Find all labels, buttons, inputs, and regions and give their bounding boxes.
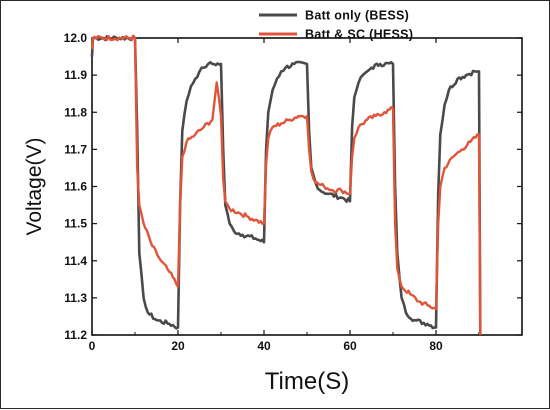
x-tick-label: 0 — [89, 339, 96, 353]
y-tick-label: 11.7 — [64, 142, 87, 156]
legend-label-hess: Batt & SC (HESS) — [305, 28, 413, 42]
x-tick-label: 20 — [171, 339, 185, 353]
y-tick-label: 11.4 — [64, 254, 87, 268]
x-tick-label: 80 — [429, 339, 443, 353]
series-line-bess — [90, 34, 482, 336]
x-tick-label: 40 — [257, 339, 271, 353]
legend-label-bess: Batt only (BESS) — [305, 9, 409, 23]
y-tick-label: 11.5 — [64, 217, 87, 231]
y-tick-label: 12.0 — [64, 31, 88, 45]
y-tick-label: 11.6 — [64, 180, 87, 194]
y-tick-label: 11.3 — [64, 291, 87, 305]
y-tick-label: 11.9 — [64, 68, 87, 82]
y-tick-label: 11.8 — [64, 105, 87, 119]
x-tick-label: 60 — [343, 339, 357, 353]
series-line-hess — [90, 34, 482, 336]
x-axis-title: Time(S) — [265, 368, 349, 395]
y-axis-title: Voltage(V) — [23, 137, 46, 235]
y-tick-label: 11.2 — [64, 328, 87, 342]
